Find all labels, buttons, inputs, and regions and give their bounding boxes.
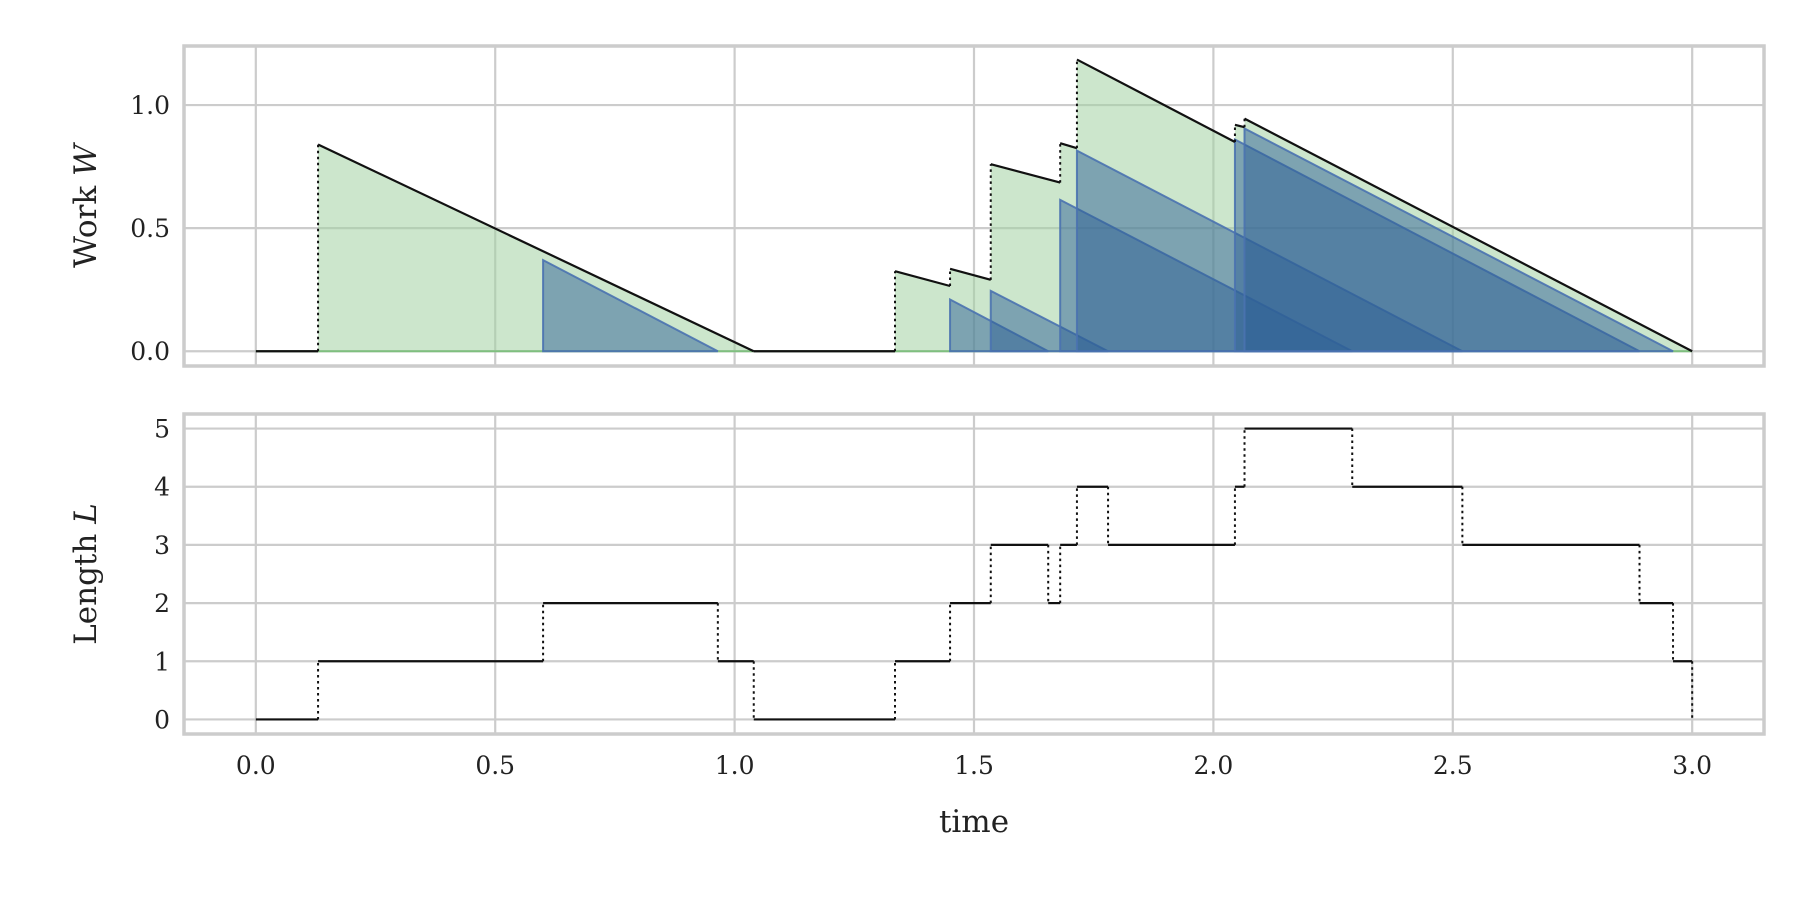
length-xtick-label: 2.0 xyxy=(1194,751,1234,780)
total-work-segment xyxy=(1059,142,1078,150)
work-panel: 0.0 0.5 1.0 Work W xyxy=(68,44,1766,368)
length-xtick-label: 0.5 xyxy=(475,751,515,780)
length-frame xyxy=(182,412,1766,736)
length-ylabel-text: Length xyxy=(68,524,104,645)
length-ytick-label: 5 xyxy=(154,415,170,444)
length-ytick-label: 0 xyxy=(154,705,170,734)
length-ytick-label: 4 xyxy=(154,473,170,502)
work-ylabel-text: Work xyxy=(68,176,104,268)
total-work-segment xyxy=(1244,117,1693,353)
length-ytick-label: 2 xyxy=(154,589,170,618)
work-ytick-label: 0.0 xyxy=(130,337,170,366)
work-ylabel: Work W xyxy=(68,142,104,268)
waiting-work-triangle-6 xyxy=(1243,126,1674,353)
length-xtick-label: 1.0 xyxy=(715,751,755,780)
length-ylabel-variable: L xyxy=(68,503,104,525)
total-work-segment xyxy=(949,267,992,281)
work-frame xyxy=(182,44,1766,368)
total-work-segment xyxy=(1234,123,1245,129)
work-ytick-label: 1.0 xyxy=(130,91,170,120)
length-xtick-label: 1.5 xyxy=(954,751,994,780)
length-xtick-label: 0.0 xyxy=(236,751,276,780)
waiting-work-triangle-0 xyxy=(542,258,719,353)
total-work-segment xyxy=(894,270,951,288)
length-ytick-label: 3 xyxy=(154,531,170,560)
length-xtick-label: 2.5 xyxy=(1433,751,1473,780)
work-ylabel-variable: W xyxy=(68,142,104,176)
length-xlabel: time xyxy=(939,804,1009,840)
length-ytick-label: 1 xyxy=(154,647,170,676)
length-xtick-label: 3.0 xyxy=(1672,751,1712,780)
work-ytick-label: 0.5 xyxy=(130,214,170,243)
total-work-segment xyxy=(990,163,1061,184)
total-work-segment xyxy=(1076,58,1236,143)
length-ylabel: Length L xyxy=(68,503,104,645)
total-work-segment xyxy=(317,143,755,353)
